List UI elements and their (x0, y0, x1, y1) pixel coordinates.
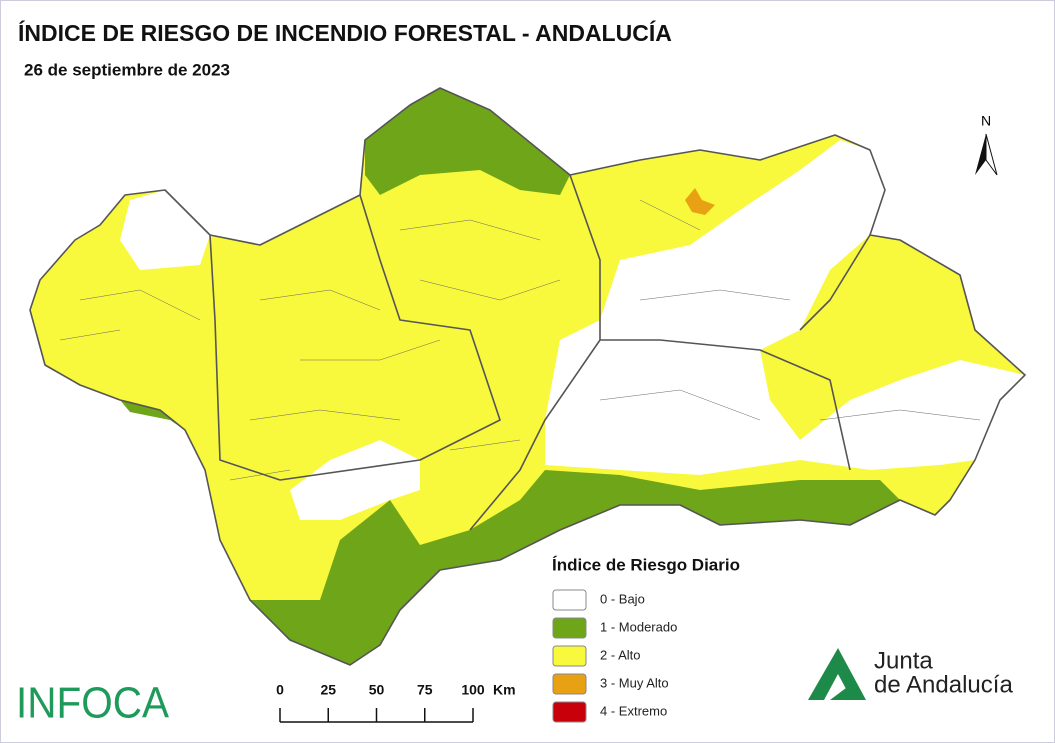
legend-swatch (552, 645, 587, 667)
region (685, 188, 715, 215)
scale-label: 100 (461, 682, 485, 698)
scale-label: 25 (320, 682, 336, 698)
legend-swatch (552, 701, 587, 723)
region (250, 470, 900, 665)
region (290, 440, 420, 520)
municipal-lines (59, 199, 981, 481)
scale-label: 0 (276, 682, 284, 698)
legend-swatch (552, 673, 587, 695)
north-label: N (981, 113, 991, 129)
legend: Índice de Riesgo Diario 0 - Bajo 1 - Mode… (552, 555, 740, 723)
scale-unit: Km (493, 682, 516, 698)
legend-label: 4 - Extremo (600, 703, 667, 718)
legend-title: Índice de Riesgo Diario (552, 555, 740, 574)
north-arrow: N (975, 113, 998, 176)
legend-label: 1 - Moderado (600, 619, 677, 634)
region (120, 190, 210, 270)
scale-bar: 0 25 50 75 100 Km (276, 682, 516, 723)
legend-swatch (552, 617, 587, 639)
province-borders (29, 87, 1026, 666)
map-date: 26 de septiembre de 2023 (24, 60, 230, 79)
legend-label: 0 - Bajo (600, 591, 645, 606)
andalucia-map (29, 87, 1026, 666)
region (365, 88, 570, 195)
map-title: ÍNDICE DE RIESGO DE INCENDIO FORESTAL - … (18, 19, 672, 46)
legend-label: 2 - Alto (600, 647, 640, 662)
scale-label: 50 (369, 682, 385, 698)
region (545, 140, 1025, 475)
legend-swatch (552, 589, 587, 611)
legend-label: 3 - Muy Alto (600, 675, 669, 690)
scale-label: 75 (417, 682, 433, 698)
junta-line: de Andalucía (874, 671, 1013, 698)
infoca-logo: INFOCA (16, 679, 170, 728)
region (120, 400, 185, 430)
junta-logo: Junta de Andalucía (808, 647, 1013, 700)
junta-line: Junta (874, 647, 933, 674)
